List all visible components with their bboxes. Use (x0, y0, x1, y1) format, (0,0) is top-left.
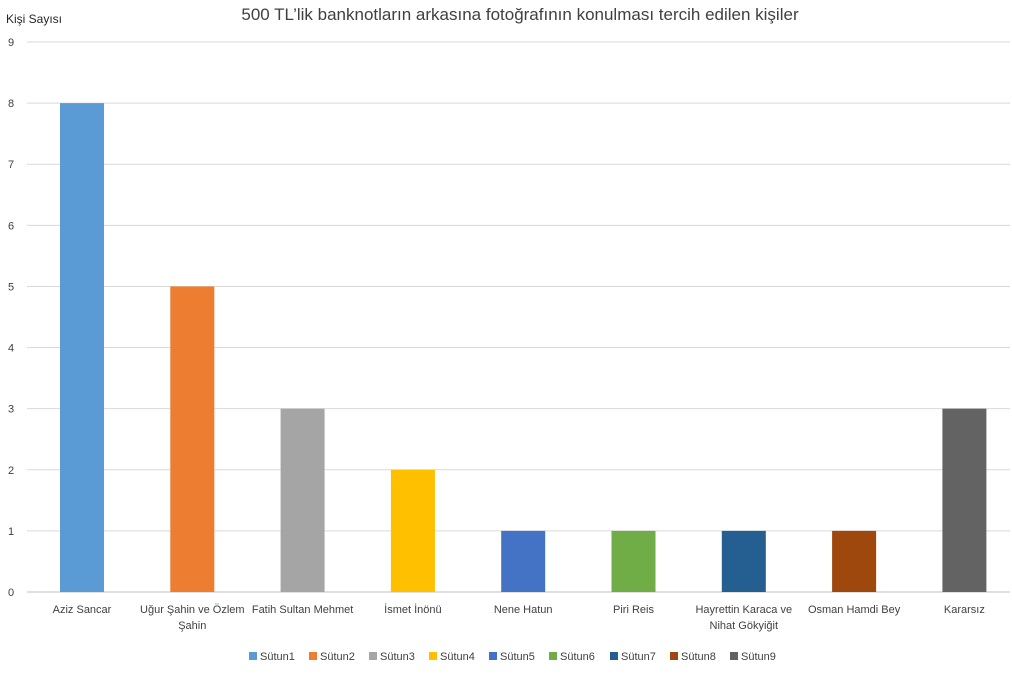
x-tick-label: İsmet İnönü (384, 603, 441, 616)
x-tick-label: Uğur Şahin ve Özlem Şahin (140, 604, 245, 632)
legend-swatch (429, 652, 437, 660)
y-tick-label: 3 (8, 404, 14, 416)
legend-swatch (309, 652, 317, 660)
bar (942, 408, 987, 592)
legend-swatch (730, 652, 738, 660)
legend-label: Sütun4 (440, 651, 475, 663)
legend-label: Sütun6 (560, 651, 595, 663)
y-tick-label: 0 (8, 587, 14, 599)
y-tick-label: 5 (8, 281, 14, 293)
bar (170, 286, 215, 592)
x-axis-labels: Aziz Sancar Uğur Şahin ve Özlem Şahin Fatih… (53, 603, 985, 632)
legend-swatch (489, 652, 497, 660)
y-tick-label: 9 (8, 37, 14, 49)
bar (280, 408, 325, 592)
legend-label: Sütun3 (380, 651, 415, 663)
y-tick-label: 2 (8, 465, 14, 477)
legend-swatch (670, 652, 678, 660)
y-tick-label: 8 (8, 98, 14, 110)
legend-label: Sütun9 (741, 651, 776, 663)
legend-label: Sütun7 (621, 651, 656, 663)
legend-swatch (249, 652, 257, 660)
legend-label: Sütun1 (260, 651, 295, 663)
legend-label: Sütun2 (320, 651, 355, 663)
bar (501, 530, 546, 592)
legend-swatch (549, 652, 557, 660)
x-tick-label: Kararsız (944, 604, 985, 616)
bars (60, 103, 987, 592)
y-axis-ticks: 0 1 2 3 4 5 6 7 8 9 (8, 37, 14, 599)
legend-swatch (369, 652, 377, 660)
y-tick-label: 7 (8, 159, 14, 171)
y-axis-label: Kişi Sayısı (6, 12, 62, 26)
x-tick-label: Piri Reis (613, 604, 654, 616)
legend-label: Sütun8 (681, 651, 716, 663)
legend-swatch (610, 652, 618, 660)
bar (390, 469, 435, 592)
chart-title: 500 TL’lik banknotların arkasına fotoğra… (241, 5, 799, 24)
bar (832, 530, 877, 592)
y-tick-label: 1 (8, 526, 14, 538)
bar (721, 530, 766, 592)
x-tick-label: Nene Hatun (494, 604, 553, 616)
legend: Sütun1 Sütun2 Sütun3 Sütun4 Sütun5 Sütun6 Sütu… (249, 651, 776, 663)
y-tick-label: 6 (8, 220, 14, 232)
y-tick-label: 4 (8, 343, 14, 355)
x-tick-label: Aziz Sancar (53, 604, 112, 616)
x-tick-label: Hayrettin Karaca ve Nihat Gökyiğit (695, 604, 792, 632)
bar (60, 103, 104, 592)
bar (611, 530, 656, 592)
legend-label: Sütun5 (500, 651, 535, 663)
x-tick-label: Fatih Sultan Mehmet (252, 604, 354, 616)
x-tick-label: Osman Hamdi Bey (808, 604, 901, 616)
